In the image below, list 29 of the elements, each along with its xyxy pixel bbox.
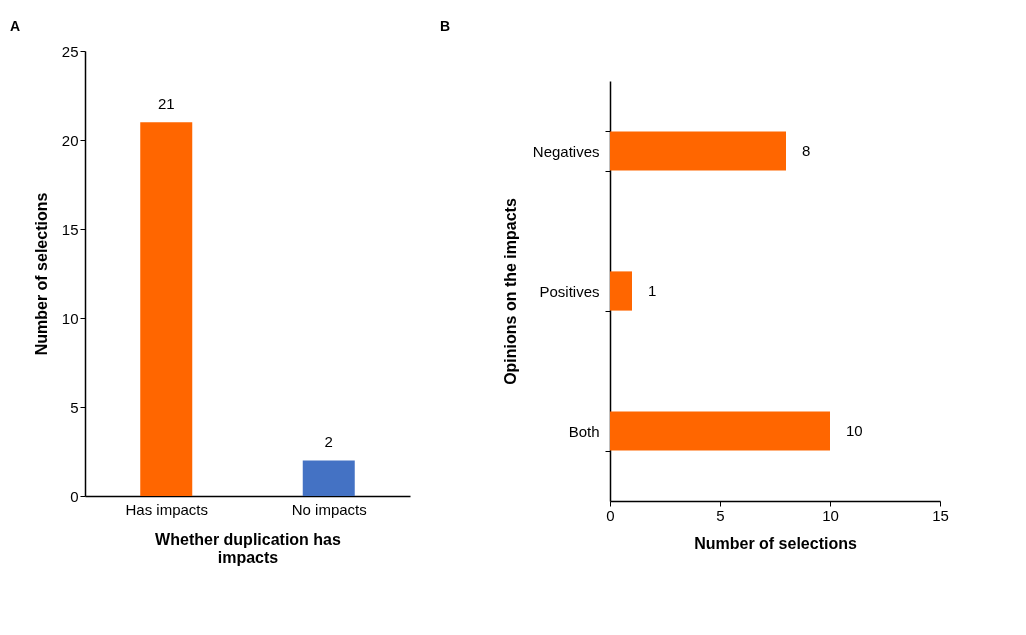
chart-title: A <box>10 18 21 34</box>
x-tick-label: 5 <box>716 506 725 524</box>
y-axis-title: Opinions on the impacts <box>501 198 519 385</box>
text: B <box>440 18 451 34</box>
bar <box>610 271 632 311</box>
data-label: 2 <box>324 433 333 451</box>
y-tick-label: 0 <box>70 487 79 505</box>
y-axis-title: Number of selections <box>32 192 50 356</box>
x-tick-label: No impacts <box>291 500 367 518</box>
x-tick-label: Has impacts <box>125 500 209 518</box>
y-tick-label: Both <box>568 422 600 440</box>
y-tick-label: Negatives <box>532 142 600 160</box>
y-tick-label: 15 <box>61 220 79 238</box>
bar <box>610 131 786 171</box>
y-tick-label: 5 <box>70 398 79 416</box>
x-tick-label: 15 <box>932 506 949 524</box>
y-tick-label: 20 <box>61 131 79 149</box>
y-tick-label: 25 <box>61 42 79 60</box>
data-label: 10 <box>846 422 863 439</box>
y-tick-label: Positives <box>539 282 600 300</box>
x-axis-title: Number of selections <box>694 534 857 552</box>
bar <box>610 411 830 451</box>
y-tick-label: 10 <box>61 309 79 327</box>
data-label: 1 <box>648 282 657 299</box>
x-tick-label: 10 <box>822 506 839 524</box>
data-label: 21 <box>157 95 175 113</box>
data-label: 8 <box>802 142 811 159</box>
x-axis-title: Whether duplication has impacts <box>155 530 341 566</box>
x-tick-label: 0 <box>606 506 615 524</box>
